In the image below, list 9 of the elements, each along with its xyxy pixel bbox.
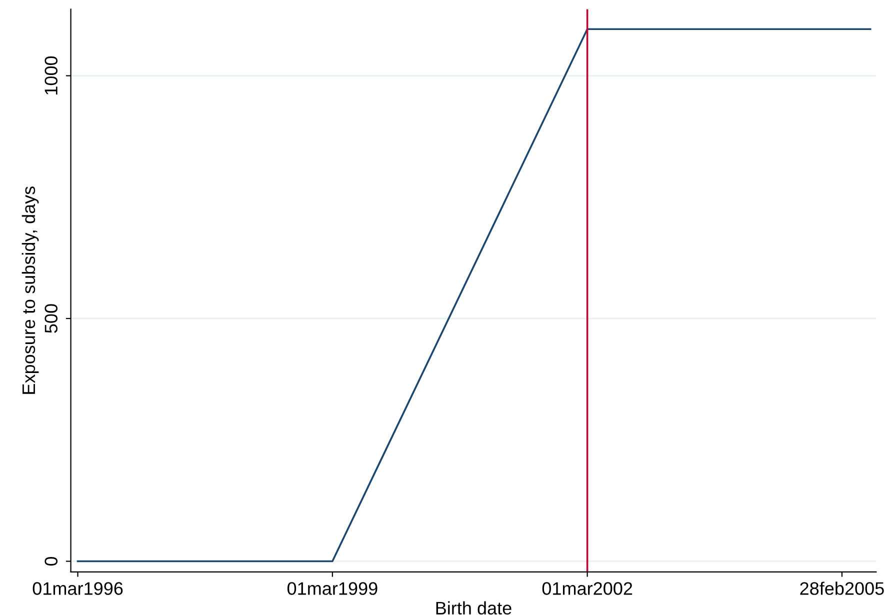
- x-tick-label: 28feb2005: [800, 582, 884, 595]
- y-axis-title: Exposure to subsidy, days: [22, 186, 39, 394]
- x-tick-label: 01mar2002: [542, 582, 632, 595]
- y-tick-label: 1000: [44, 56, 58, 94]
- x-tick-label: 01mar1999: [287, 582, 378, 595]
- x-tick-label: 01mar1996: [32, 582, 123, 595]
- y-tick-label: 0: [44, 556, 58, 566]
- y-tick-label: 500: [44, 304, 58, 333]
- x-axis-title: Birth date: [436, 601, 512, 615]
